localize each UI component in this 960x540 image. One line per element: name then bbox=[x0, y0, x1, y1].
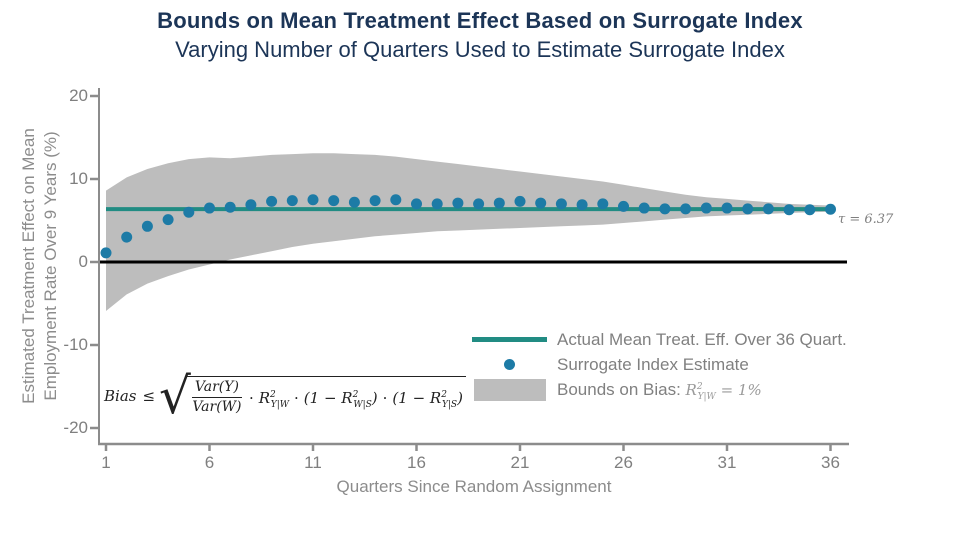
multiplication-dot: · bbox=[294, 388, 299, 407]
legend-label-text: Bounds on Bias: bbox=[557, 379, 686, 399]
data-point bbox=[431, 198, 443, 210]
chart-subtitle: Varying Number of Quarters Used to Estim… bbox=[175, 37, 785, 62]
data-point bbox=[535, 197, 547, 209]
data-point bbox=[390, 194, 402, 206]
x-axis-label: Quarters Since Random Assignment bbox=[336, 477, 612, 496]
r2-term-3: (1 − R2Y|S) bbox=[392, 388, 463, 410]
legend-band-swatch bbox=[472, 378, 547, 401]
y-tick-label: -20 bbox=[63, 418, 88, 437]
legend-label: Bounds on Bias: R2Y|W = 1% bbox=[557, 379, 762, 402]
r2-term-2: (1 − R2W|S) bbox=[303, 388, 378, 410]
data-point bbox=[328, 195, 340, 207]
bounds-band bbox=[106, 153, 831, 311]
multiplication-dot: · bbox=[248, 388, 254, 407]
x-tick-label: 1 bbox=[101, 453, 111, 472]
data-point bbox=[348, 196, 360, 208]
multiplication-dot: · bbox=[382, 388, 388, 407]
data-point bbox=[638, 202, 650, 214]
x-tick-label: 6 bbox=[204, 453, 215, 472]
x-tick-label: 36 bbox=[821, 453, 840, 472]
data-point bbox=[597, 198, 609, 210]
x-tick-label: 21 bbox=[510, 453, 530, 472]
legend-dot-swatch bbox=[472, 359, 547, 370]
x-tick-label: 31 bbox=[717, 453, 737, 472]
data-point bbox=[162, 214, 174, 226]
data-point bbox=[141, 220, 153, 232]
data-point bbox=[659, 203, 671, 215]
data-point bbox=[825, 203, 836, 215]
data-point bbox=[369, 195, 381, 207]
data-point bbox=[266, 195, 278, 207]
legend-item-actual-mean: Actual Mean Treat. Eff. Over 36 Quart. bbox=[472, 327, 847, 352]
y-tick-label: 20 bbox=[69, 86, 88, 105]
data-point bbox=[576, 199, 588, 211]
legend-item-bounds-on-bias: Bounds on Bias: R2Y|W = 1% bbox=[472, 377, 847, 402]
y-tick-label: 10 bbox=[69, 169, 88, 188]
data-point bbox=[514, 195, 526, 207]
data-point bbox=[307, 194, 319, 206]
data-point bbox=[245, 199, 257, 211]
sqrt-sign: √ bbox=[159, 367, 191, 425]
y-tick-label: -10 bbox=[63, 335, 88, 354]
data-point bbox=[452, 197, 464, 209]
fraction-numerator: Var(Y) bbox=[191, 379, 242, 398]
legend-line-swatch bbox=[472, 337, 547, 342]
data-point bbox=[721, 202, 733, 214]
data-point bbox=[804, 204, 816, 216]
x-tick-label: 11 bbox=[304, 453, 322, 472]
data-point bbox=[204, 202, 215, 214]
formula-relation: ≤ bbox=[142, 387, 156, 405]
variance-ratio-fraction: Var(Y) Var(W) bbox=[191, 379, 242, 416]
r2-term-1: R2Y|W bbox=[258, 388, 289, 410]
data-point bbox=[700, 202, 712, 214]
bias-bound-formula: Bias ≤ √ Var(Y) Var(W) · R2Y|W · (1 − R2… bbox=[104, 367, 466, 425]
data-point bbox=[286, 195, 298, 207]
y-axis-label-line1: Estimated Treatment Effect on Mean bbox=[19, 128, 38, 404]
data-point bbox=[618, 200, 629, 212]
legend-label: Surrogate Index Estimate bbox=[557, 354, 749, 374]
data-point bbox=[493, 197, 505, 209]
tau-annotation: τ = 6.37 bbox=[838, 212, 894, 227]
formula-lhs: Bias bbox=[104, 387, 137, 405]
y-tick-label: 0 bbox=[78, 252, 88, 271]
data-point bbox=[183, 206, 195, 218]
formula-radicand: Var(Y) Var(W) · R2Y|W · (1 − R2W|S) · (1… bbox=[185, 376, 466, 416]
data-point bbox=[783, 204, 795, 216]
x-tick-label: 26 bbox=[614, 453, 633, 472]
chart-title: Bounds on Mean Treatment Effect Based on… bbox=[157, 8, 803, 33]
data-point bbox=[762, 203, 774, 215]
x-tick-label: 16 bbox=[407, 453, 426, 472]
legend-math: R2Y|W = 1% bbox=[685, 380, 762, 402]
data-point bbox=[555, 198, 567, 210]
data-point bbox=[473, 198, 485, 210]
data-point bbox=[224, 201, 236, 213]
data-point bbox=[411, 198, 422, 210]
legend-item-surrogate-estimate: Surrogate Index Estimate bbox=[472, 352, 847, 377]
fraction-denominator: Var(W) bbox=[192, 399, 242, 415]
data-point bbox=[121, 231, 133, 243]
data-point bbox=[680, 203, 692, 215]
legend-label: Actual Mean Treat. Eff. Over 36 Quart. bbox=[557, 329, 847, 349]
data-point bbox=[100, 247, 112, 259]
legend: Actual Mean Treat. Eff. Over 36 Quart. S… bbox=[472, 327, 847, 402]
data-point bbox=[742, 203, 754, 215]
